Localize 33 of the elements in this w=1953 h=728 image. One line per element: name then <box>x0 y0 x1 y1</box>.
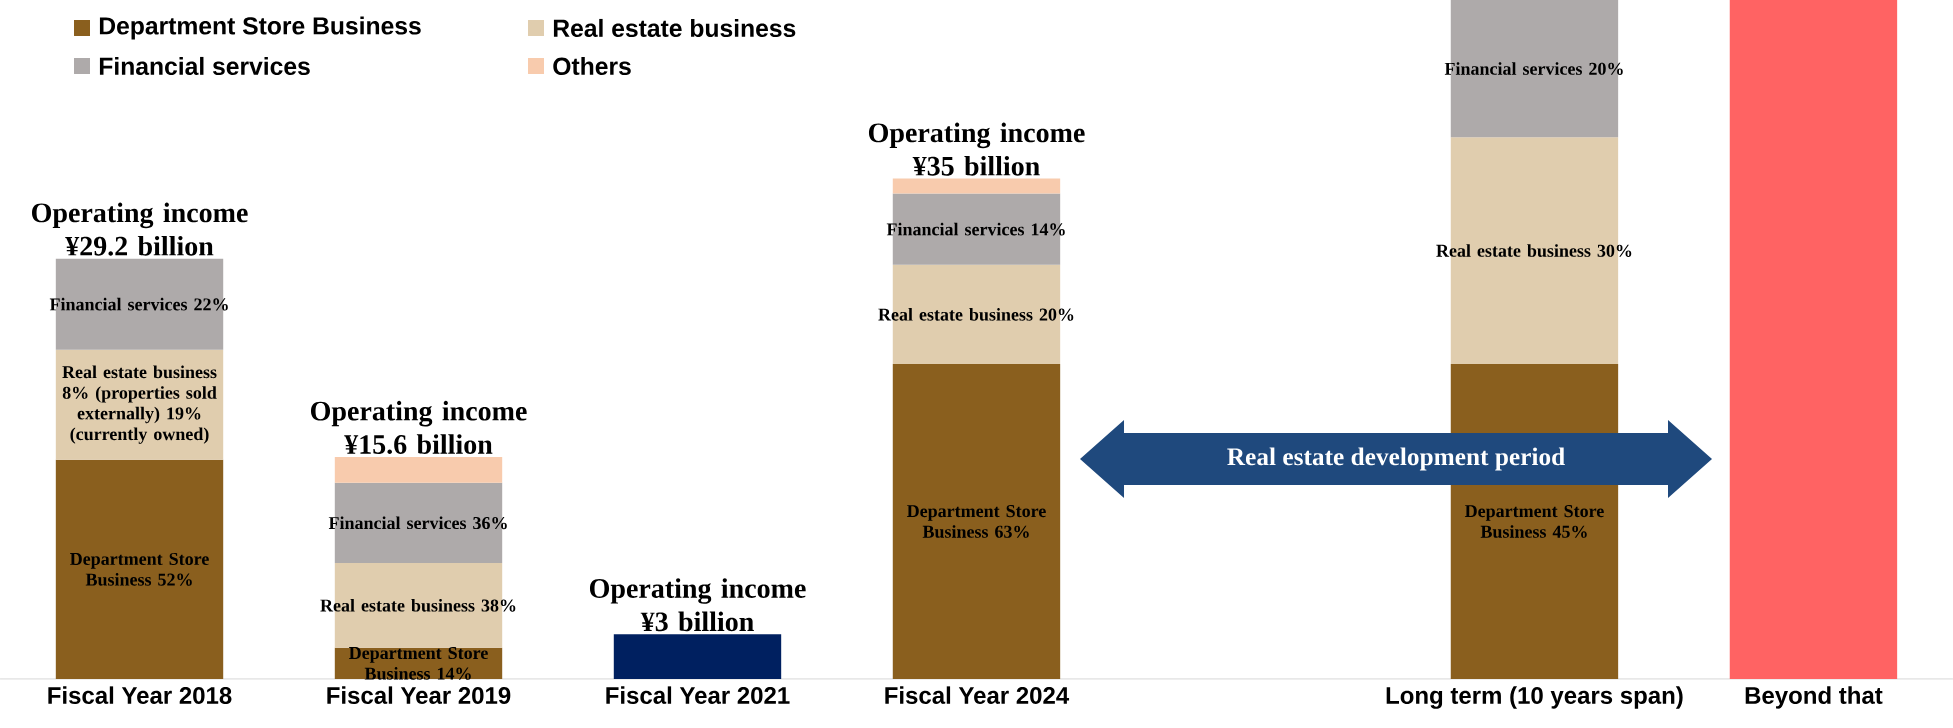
bar <box>892 178 1061 194</box>
annotation: Real estate business 20% <box>878 308 1074 321</box>
annotation: Financial services 14% <box>886 222 1065 236</box>
bar <box>55 459 224 679</box>
annotation: Department Store Business 14% <box>349 646 488 680</box>
annotation: Department Store Business 52% <box>70 552 209 586</box>
total-label: Operating income ¥15.6 billion <box>310 400 527 455</box>
annotation: Real estate business 8% (properties sold externally) 19% (currently owned) <box>62 365 217 444</box>
annotation: Real estate business 30% <box>1436 244 1632 257</box>
legend-label: Others <box>553 56 631 76</box>
annotation: Financial services 36% <box>328 516 507 530</box>
x-tick-label: Fiscal Year 2021 <box>606 686 790 704</box>
annotation: Department Store Business 63% <box>906 505 1046 538</box>
annotation: Department Store Business 45% <box>1464 505 1604 538</box>
legend-label: Financial services <box>99 56 310 76</box>
legend-label: Department Store Business <box>99 16 421 40</box>
legend-label: Real estate business <box>553 18 796 38</box>
total-label: Operating income ¥35 billion <box>868 122 1085 176</box>
x-tick-label: Long term (10 years span) <box>1386 686 1683 709</box>
bar <box>613 634 782 679</box>
x-tick-label: Fiscal Year 2019 <box>327 686 511 704</box>
annotation: Financial services 20% <box>1444 62 1623 75</box>
x-tick-label: Fiscal Year 2018 <box>48 686 232 704</box>
x-tick-label: Fiscal Year 2024 <box>885 686 1070 704</box>
bar <box>334 456 503 483</box>
total-label: Operating income ¥3 billion <box>589 578 806 632</box>
bar <box>1729 0 1898 679</box>
x-tick-label: Beyond that <box>1745 686 1883 709</box>
total-label: Operating income ¥29.2 billion <box>32 202 248 256</box>
annotation: Real estate development period <box>1227 447 1565 471</box>
annotation: Real estate business 38% <box>320 598 516 612</box>
annotation: Financial services 22% <box>49 297 228 311</box>
bar <box>892 363 1061 679</box>
